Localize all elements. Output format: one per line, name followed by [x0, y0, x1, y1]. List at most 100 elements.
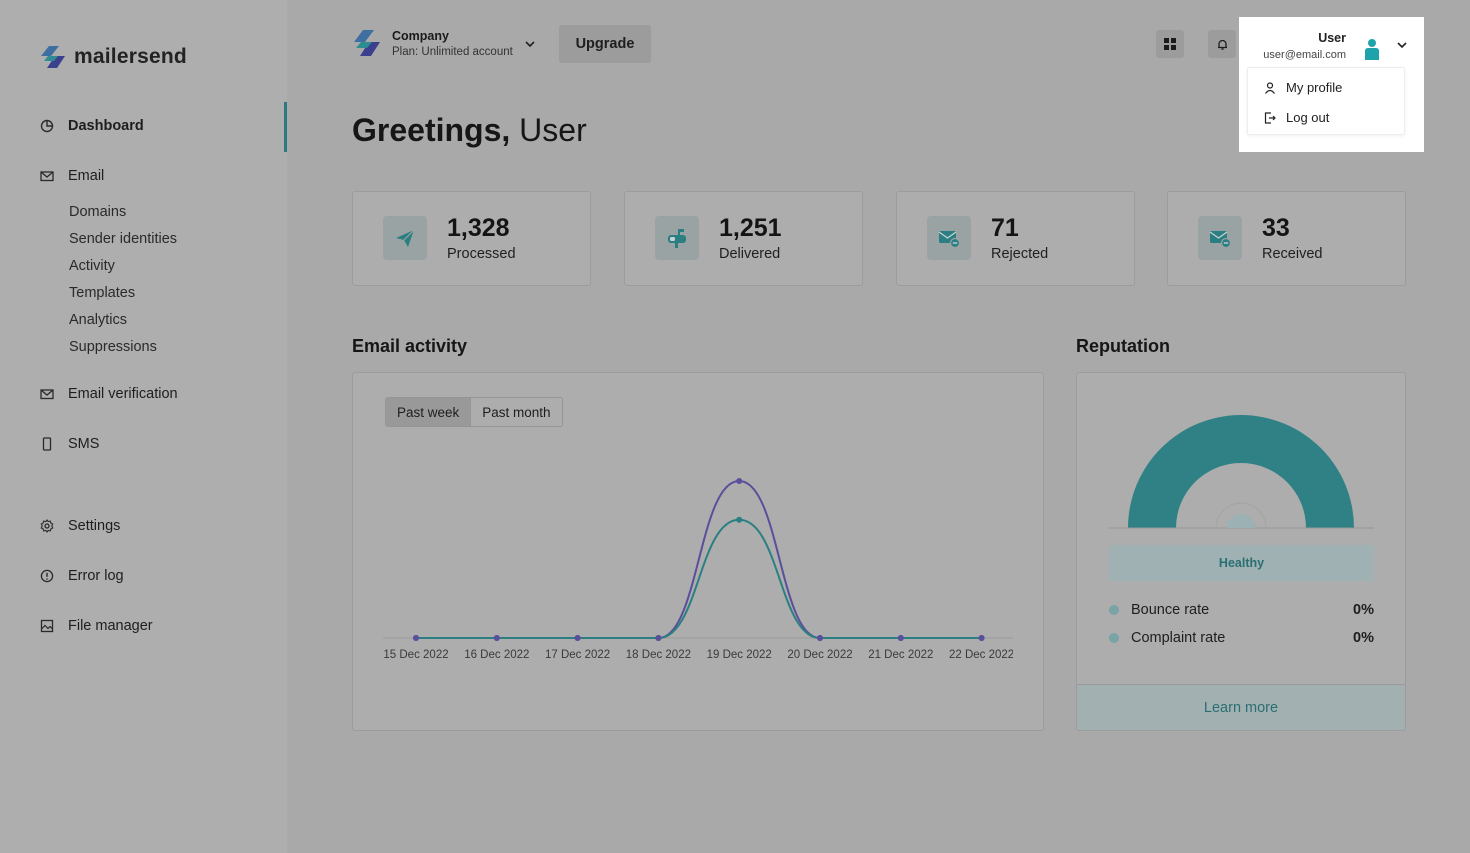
- status-badge: Healthy: [1109, 545, 1374, 581]
- chevron-down-icon[interactable]: [524, 38, 536, 50]
- menu-item-my-profile[interactable]: My profile: [1264, 80, 1342, 95]
- grid-icon: [1164, 38, 1176, 50]
- sidebar-item-error-log[interactable]: Error log: [40, 568, 124, 584]
- user-dropdown-menu: My profile Log out: [1247, 67, 1405, 135]
- stat-label: Rejected: [991, 246, 1049, 262]
- apps-grid-button[interactable]: [1156, 30, 1184, 58]
- sidebar: mailersend Dashboard Email Domains Sende…: [0, 0, 287, 853]
- greeting-user: User: [519, 112, 587, 148]
- bell-icon: [1217, 39, 1227, 50]
- sidebar-item-settings[interactable]: Settings: [40, 518, 120, 534]
- user-email: user@email.com: [1263, 49, 1346, 61]
- complaint-rate-label: Complaint rate: [1131, 630, 1226, 646]
- sidebar-item-file-manager[interactable]: File manager: [40, 618, 153, 634]
- sidebar-item-suppressions[interactable]: Suppressions: [69, 339, 157, 355]
- bounce-rate-row: Bounce rate 0%: [1109, 602, 1374, 618]
- stat-card-delivered[interactable]: 1,251 Delivered: [624, 191, 863, 286]
- user-icon: [1265, 81, 1275, 94]
- sidebar-item-email[interactable]: Email: [40, 168, 104, 184]
- reputation-gauge: [1109, 415, 1374, 529]
- complaint-dot-icon: [1109, 633, 1119, 643]
- tab-past-week[interactable]: Past week: [386, 398, 471, 426]
- sidebar-label-settings: Settings: [68, 518, 121, 534]
- data-point[interactable]: [897, 635, 904, 641]
- sidebar-item-domains[interactable]: Domains: [69, 204, 127, 220]
- user-menu-panel: User user@email.com My profile Log out: [1239, 17, 1424, 152]
- notifications-button[interactable]: [1208, 30, 1236, 58]
- envelope-icon: [40, 171, 54, 182]
- data-point[interactable]: [736, 478, 743, 484]
- active-indicator: [284, 102, 287, 152]
- page-title: Greetings, User: [352, 112, 587, 149]
- company-switcher[interactable]: Company Plan: Unlimited account: [352, 28, 535, 58]
- chevron-down-icon[interactable]: [1396, 39, 1408, 51]
- company-name: Company: [392, 28, 449, 43]
- reputation-title: Reputation: [1076, 336, 1170, 356]
- x-tick-label: 17 Dec 2022: [545, 649, 610, 661]
- upgrade-button[interactable]: Upgrade: [559, 25, 651, 63]
- email-activity-title: Email activity: [352, 336, 468, 356]
- company-info: Company Plan: Unlimited account: [392, 29, 513, 58]
- gauge-arc: [1128, 415, 1354, 528]
- sidebar-label-file-manager: File manager: [68, 618, 153, 634]
- sidebar-item-email-verification[interactable]: Email verification: [40, 386, 178, 402]
- series-line-1: [415, 518, 982, 639]
- dashboard-icon: [40, 119, 54, 133]
- logo[interactable]: mailersend: [40, 44, 187, 70]
- gauge-ring: [1215, 502, 1267, 529]
- x-tick-label: 22 Dec 2022: [949, 649, 1014, 661]
- sidebar-item-templates[interactable]: Templates: [69, 285, 136, 301]
- x-tick-label: 21 Dec 2022: [868, 649, 933, 661]
- user-name[interactable]: User: [1318, 31, 1346, 45]
- gauge-needle-hub: [1227, 514, 1255, 528]
- sidebar-item-sms[interactable]: SMS: [40, 436, 99, 452]
- reputation-card: Healthy Bounce rate 0% Complaint rate 0%…: [1076, 372, 1406, 731]
- x-tick-label: 19 Dec 2022: [707, 649, 772, 661]
- alert-circle-icon: [40, 569, 54, 583]
- stat-card-processed[interactable]: 1,328 Processed: [352, 191, 591, 286]
- logout-icon: [1264, 111, 1276, 124]
- menu-label-my-profile: My profile: [1286, 80, 1343, 95]
- stat-value: 1,251: [719, 214, 782, 242]
- phone-icon: [42, 437, 52, 451]
- company-logo-icon: [354, 30, 380, 56]
- send-icon: [383, 216, 427, 260]
- stat-card-received[interactable]: 33 Received: [1167, 191, 1406, 286]
- sidebar-label-error-log: Error log: [68, 568, 124, 584]
- data-point[interactable]: [574, 635, 581, 641]
- bounce-rate-label: Bounce rate: [1131, 602, 1210, 618]
- data-point[interactable]: [817, 635, 823, 641]
- sidebar-item-sender-identities[interactable]: Sender identities: [69, 231, 178, 247]
- verify-envelope-icon: [40, 389, 54, 400]
- menu-item-log-out[interactable]: Log out: [1264, 110, 1329, 125]
- mailersend-logo-icon: [41, 46, 65, 68]
- mail-minus-icon: [1198, 216, 1242, 260]
- email-activity-chart: 15 Dec 2022 16 Dec 2022 17 Dec 2022 18 Dec …: [383, 478, 1014, 661]
- sidebar-item-dashboard[interactable]: Dashboard: [40, 118, 144, 134]
- tab-past-month[interactable]: Past month: [470, 398, 562, 426]
- stat-value: 71: [991, 214, 1019, 242]
- gear-icon: [40, 519, 54, 533]
- period-toggle: Past week Past month: [385, 397, 563, 427]
- sidebar-item-activity[interactable]: Activity: [69, 258, 115, 274]
- company-plan: Plan: Unlimited account: [392, 45, 513, 58]
- sidebar-item-analytics[interactable]: Analytics: [69, 312, 128, 328]
- email-activity-card: Past week Past month 15 Dec 2022 16 Dec 2…: [352, 372, 1044, 731]
- stat-value: 33: [1262, 214, 1290, 242]
- stat-label: Delivered: [719, 246, 781, 262]
- sidebar-label-dashboard: Dashboard: [68, 118, 144, 134]
- greeting-lead: Greetings,: [352, 112, 511, 148]
- data-point[interactable]: [413, 635, 419, 641]
- menu-label-log-out: Log out: [1286, 110, 1330, 125]
- sidebar-label-email: Email: [68, 168, 105, 184]
- data-point[interactable]: [978, 635, 985, 641]
- learn-more-link[interactable]: Learn more: [1077, 684, 1405, 730]
- mailbox-icon: [655, 216, 699, 260]
- avatar[interactable]: [1363, 37, 1381, 61]
- sidebar-label-sms: SMS: [68, 436, 100, 452]
- data-point[interactable]: [493, 635, 500, 641]
- data-point[interactable]: [655, 635, 662, 641]
- stat-card-rejected[interactable]: 71 Rejected: [896, 191, 1135, 286]
- data-point[interactable]: [736, 516, 743, 523]
- series-line-0: [415, 479, 982, 639]
